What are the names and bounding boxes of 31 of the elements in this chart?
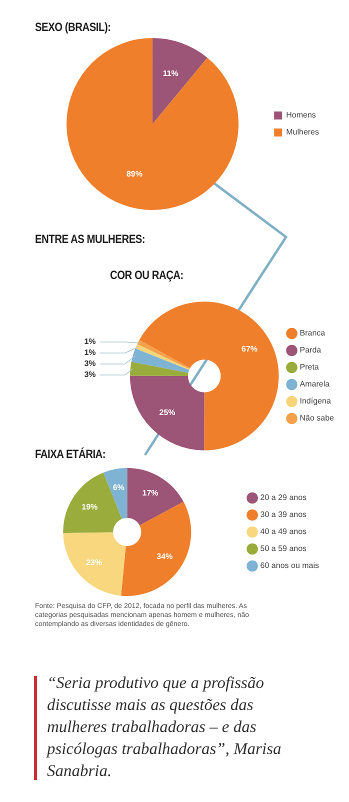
legend-label: Branca [300, 328, 326, 338]
legend-label: Mulheres [286, 128, 320, 137]
data-label: 34% [156, 552, 173, 562]
data-label: 3% [84, 370, 96, 380]
legend-label: Indígena [300, 396, 332, 406]
legend-label: 20 a 29 anos [260, 493, 307, 502]
chart-title: FAIXA ETÁRIA: [35, 447, 106, 461]
legend-label: 40 a 49 anos [260, 527, 307, 536]
legend-label: Amarela [300, 380, 330, 389]
data-label: 23% [86, 558, 102, 567]
text: ENTRE AS MULHERES: [35, 232, 146, 246]
legend-label: Parda [300, 346, 322, 355]
legend-label: Homens [286, 110, 316, 120]
data-label: 67% [242, 344, 258, 354]
legend-label: 60 anos ou mais [260, 561, 319, 570]
legend-label: Preta [300, 362, 320, 372]
text: “Seria produtivo que a profissão discutisse mais as questões das mulheres trabalhadoras – e das psicólogas trabalhadoras”, Marisa Sanabria. [47, 672, 282, 782]
legend-label: Não sabe [300, 414, 335, 423]
data-label: 3% [84, 359, 96, 368]
data-label: 25% [159, 408, 176, 418]
legend-label: 50 a 59 anos [260, 544, 307, 554]
data-label: 1% [84, 348, 96, 358]
chart-title: COR OU RAÇA: [110, 268, 184, 282]
data-label: 19% [82, 502, 98, 512]
data-label: 1% [84, 337, 96, 346]
data-label: 17% [142, 488, 158, 498]
data-label: 11% [162, 69, 178, 78]
data-label: 6% [112, 482, 124, 492]
chart-title: SEXO (BRASIL): [35, 20, 111, 34]
legend-label: 30 a 39 anos [260, 510, 307, 520]
data-label: 89% [126, 169, 142, 178]
